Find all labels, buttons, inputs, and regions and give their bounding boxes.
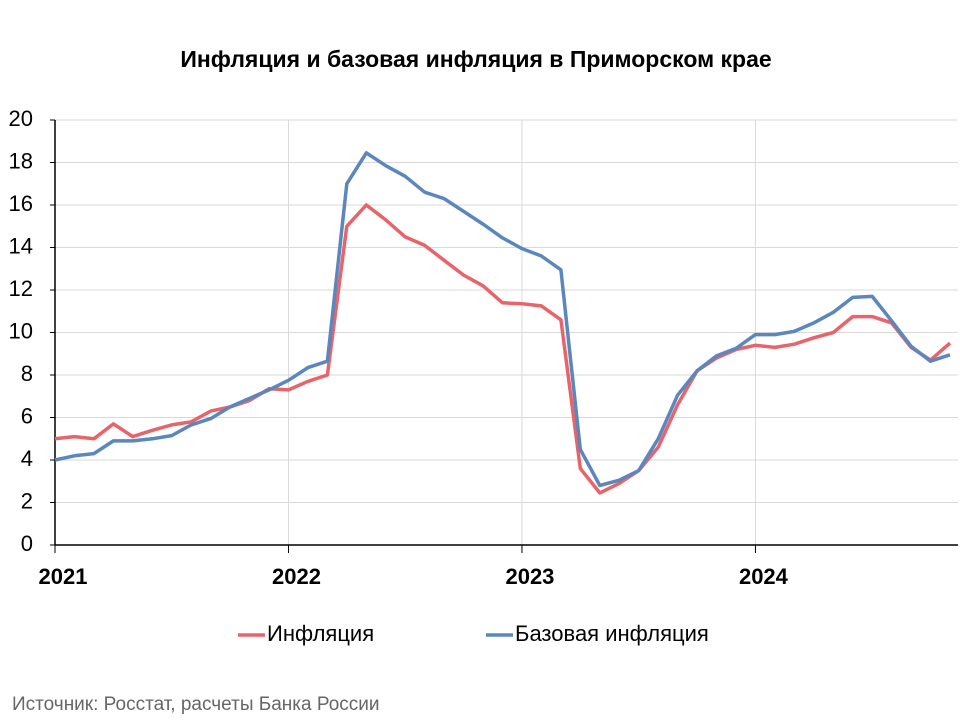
y-tick-label: 4 xyxy=(21,446,33,471)
source-note: Источник: Росстат, расчеты Банка России xyxy=(12,694,380,715)
series-line xyxy=(54,151,951,488)
y-tick-label: 6 xyxy=(21,403,33,428)
y-tick-label: 20 xyxy=(9,106,33,131)
y-tick-label: 0 xyxy=(21,531,33,556)
y-tick-label: 8 xyxy=(21,361,33,386)
x-tick-label: 2021 xyxy=(39,564,88,589)
x-tick-label: 2022 xyxy=(272,564,321,589)
legend-label: Базовая инфляция xyxy=(515,621,709,646)
x-tick-label: 2024 xyxy=(739,564,789,589)
y-tick-label: 12 xyxy=(9,276,33,301)
y-tick-label: 10 xyxy=(9,318,33,343)
chart-title: Инфляция и базовая инфляция в Приморском… xyxy=(180,46,771,72)
y-tick-label: 2 xyxy=(21,488,33,513)
legend-label: Инфляция xyxy=(267,621,374,646)
x-tick-label: 2023 xyxy=(505,564,554,589)
y-tick-label: 18 xyxy=(9,148,33,173)
y-tick-label: 16 xyxy=(9,191,33,216)
y-tick-label: 14 xyxy=(9,233,33,258)
series-line xyxy=(54,203,952,495)
